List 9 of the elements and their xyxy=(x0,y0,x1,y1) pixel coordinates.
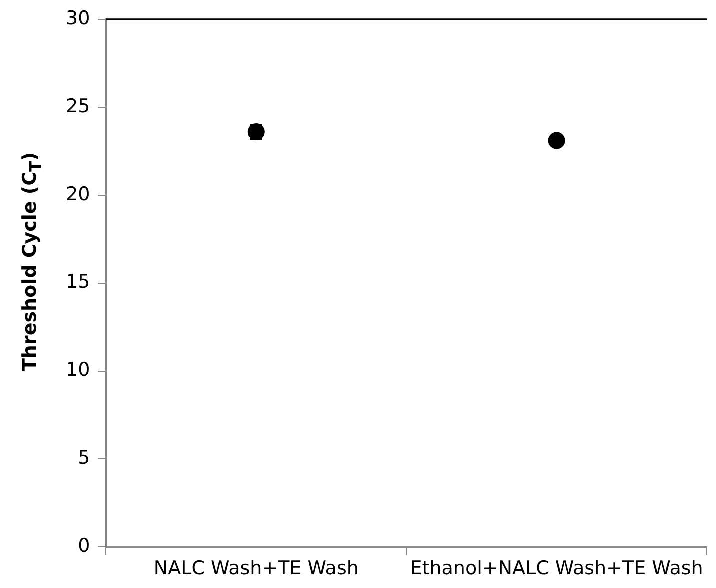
y-tick-label: 25 xyxy=(66,95,90,118)
y-tick-label: 30 xyxy=(66,7,90,30)
y-tick-label: 10 xyxy=(66,359,90,382)
y-tick-label: 20 xyxy=(66,183,90,206)
y-tick-label: 15 xyxy=(66,271,90,294)
y-tick-label: 5 xyxy=(78,447,90,470)
y-tick-label: 0 xyxy=(78,535,90,558)
x-tick-label: Ethanol+NALC Wash+TE Wash xyxy=(410,558,704,580)
x-tick-label: NALC Wash+TE Wash xyxy=(154,558,359,580)
